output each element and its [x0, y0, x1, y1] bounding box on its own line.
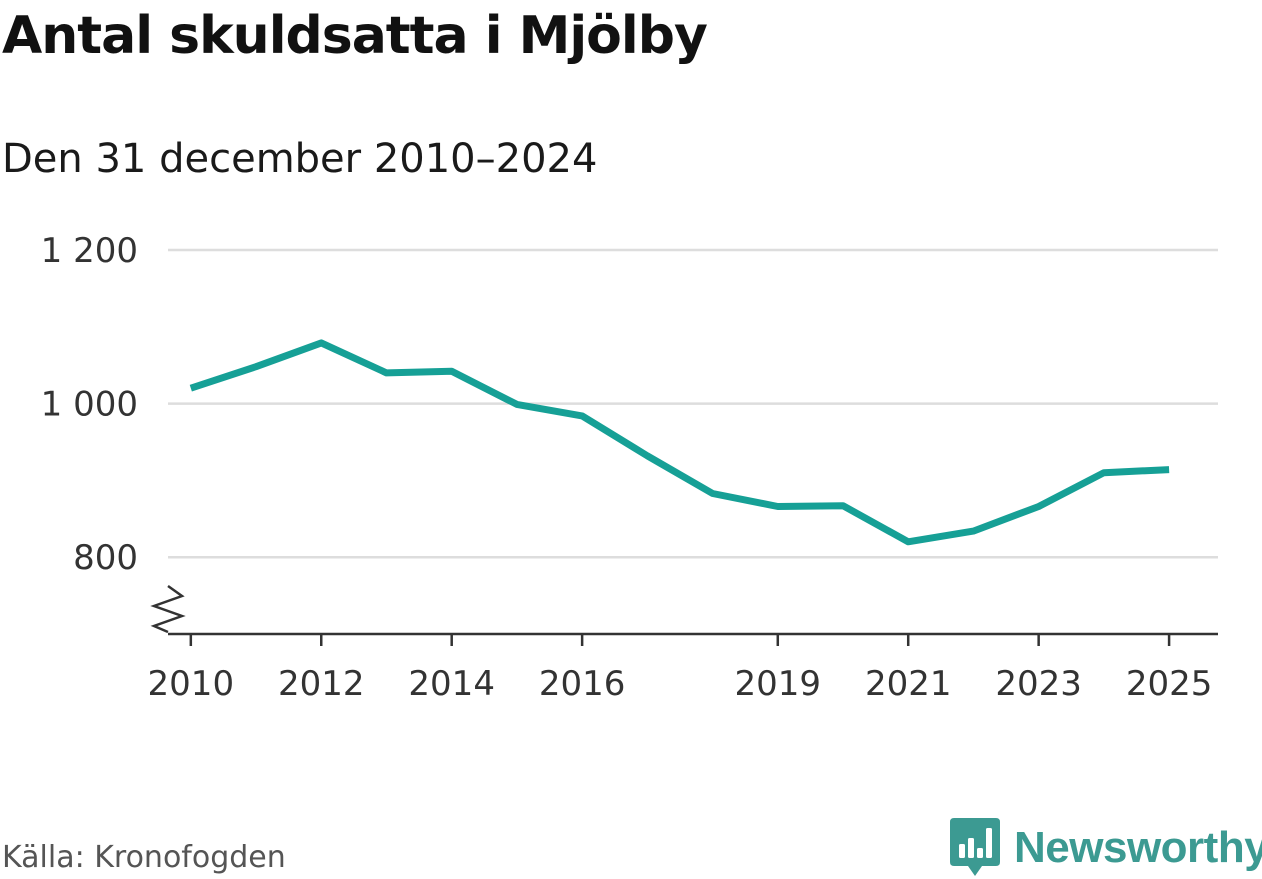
series-line-0	[189, 339, 1170, 546]
x-tick-label: 2010	[148, 664, 235, 704]
x-tick-label: 2023	[995, 664, 1082, 704]
x-tick-label: 2016	[539, 664, 626, 704]
source-note: Källa: Kronofogden	[2, 840, 286, 875]
series-lines	[189, 339, 1170, 546]
x-tick-label: 2021	[865, 664, 952, 704]
grid-lines	[168, 248, 1218, 559]
chart-title: Antal skuldsatta i Mjölby	[2, 6, 708, 66]
x-tick-label: 2012	[278, 664, 365, 704]
chart-subtitle: Den 31 december 2010–2024	[2, 136, 598, 182]
x-tick-label: 2025	[1126, 664, 1213, 704]
x-tick-label: 2014	[408, 664, 495, 704]
axes	[150, 584, 1218, 646]
y-tick-label: 800	[73, 538, 138, 578]
y-tick-label: 1 000	[41, 385, 138, 425]
newsworthy-icon	[950, 818, 1000, 876]
y-axis-break-icon	[150, 584, 186, 634]
tick-labels: 800 1 000 1 200 2010 2012 2014 2016 2019 2021 202…	[41, 231, 1213, 704]
newsworthy-logo: Newsworthy	[950, 818, 1262, 878]
x-tick-label: 2019	[735, 664, 822, 704]
brand-name: Newsworthy	[1014, 823, 1262, 872]
y-tick-label: 1 200	[41, 231, 138, 271]
